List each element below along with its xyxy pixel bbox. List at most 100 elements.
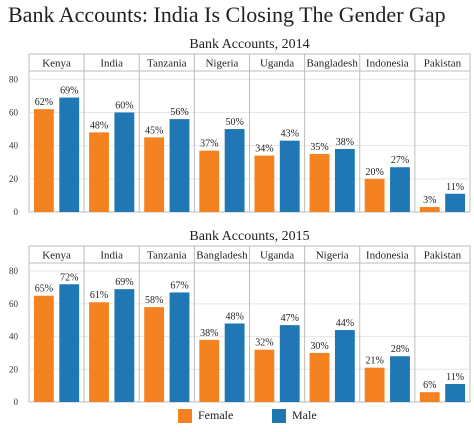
bar-male-1-7 (445, 193, 466, 212)
bar-male-1-1 (114, 112, 135, 212)
chart-title: Bank Accounts: India Is Closing The Gend… (8, 2, 446, 27)
bar-female-2-7 (419, 392, 440, 402)
legend-label-male: Male (292, 408, 317, 422)
data-label-male-2-2: 67% (170, 280, 188, 291)
bar-male-2-1 (114, 289, 135, 402)
bar-male-2-5 (334, 330, 355, 402)
y-tick-label-2-60: 60 (9, 299, 19, 309)
bar-female-1-1 (89, 132, 109, 212)
y-tick-label-2-40: 40 (9, 332, 19, 342)
data-label-male-2-5: 44% (336, 318, 354, 329)
category-label-2-7: Pakistan (424, 250, 462, 262)
bar-female-2-6 (364, 367, 385, 402)
bar-male-1-4 (279, 140, 300, 212)
legend-item-male: Male (272, 408, 317, 423)
data-label-male-1-2: 56% (170, 107, 188, 118)
data-label-male-2-4: 47% (281, 313, 299, 324)
bar-female-1-0 (33, 109, 54, 212)
data-label-female-1-0: 62% (35, 97, 53, 108)
data-label-male-2-6: 28% (391, 344, 409, 355)
bar-female-1-3 (199, 150, 220, 212)
category-label-2-5: Nigeria (316, 250, 349, 262)
data-label-male-1-1: 60% (115, 100, 133, 111)
bar-male-2-4 (279, 325, 300, 402)
data-label-male-2-1: 69% (115, 277, 133, 288)
bar-female-2-0 (33, 295, 54, 402)
data-label-female-2-6: 21% (365, 356, 383, 367)
legend: Female Male (0, 406, 474, 428)
data-label-male-1-6: 27% (391, 155, 409, 166)
category-label-1-1: India (100, 58, 123, 70)
bar-female-2-3 (199, 339, 220, 402)
category-label-2-0: Kenya (42, 250, 71, 262)
data-label-male-1-3: 50% (225, 117, 243, 128)
category-label-2-3: Bangladesh (196, 250, 248, 262)
data-label-female-2-7: 6% (423, 380, 436, 391)
data-label-female-2-2: 58% (145, 295, 163, 306)
bar-male-1-5 (334, 148, 355, 212)
data-label-male-2-0: 72% (60, 272, 78, 283)
bar-male-2-7 (445, 384, 466, 402)
data-label-male-2-3: 48% (225, 312, 243, 323)
data-label-male-1-0: 69% (60, 86, 78, 97)
category-label-1-6: Indonesia (366, 58, 409, 70)
data-label-male-1-4: 43% (281, 129, 299, 140)
category-label-2-1: India (100, 250, 123, 262)
data-label-female-1-4: 34% (255, 144, 273, 155)
data-label-female-1-6: 20% (365, 167, 383, 178)
legend-swatch-female (178, 408, 192, 423)
bar-female-1-6 (364, 178, 385, 212)
bar-male-1-3 (224, 129, 245, 212)
data-label-female-1-1: 48% (90, 120, 108, 131)
category-label-1-2: Tanzania (147, 58, 187, 70)
bar-male-1-0 (59, 97, 80, 212)
legend-swatch-male (272, 408, 286, 423)
bar-male-2-0 (59, 284, 80, 402)
data-label-female-2-1: 61% (90, 290, 108, 301)
y-tick-label-2-0: 0 (14, 397, 19, 407)
data-label-female-2-0: 65% (35, 284, 53, 295)
data-label-female-2-4: 32% (255, 338, 273, 349)
bar-male-1-2 (169, 119, 190, 212)
bar-male-2-3 (224, 323, 245, 402)
bar-female-2-4 (254, 349, 275, 402)
data-label-male-1-5: 38% (336, 137, 354, 148)
category-label-2-4: Uganda (260, 250, 294, 262)
data-label-female-2-3: 38% (200, 328, 218, 339)
data-label-female-1-3: 37% (200, 139, 218, 150)
category-label-1-5: Bangladesh (307, 58, 359, 70)
bar-female-2-1 (89, 302, 109, 402)
y-tick-label-1-80: 80 (9, 74, 19, 84)
y-tick-label-1-0: 0 (14, 207, 19, 217)
legend-item-female: Female (178, 408, 233, 423)
bar-female-1-5 (309, 153, 330, 212)
y-tick-label-1-20: 20 (9, 174, 19, 184)
bar-male-1-6 (390, 167, 410, 212)
category-label-1-0: Kenya (42, 58, 71, 70)
category-label-1-7: Pakistan (424, 58, 462, 70)
y-tick-label-2-80: 80 (9, 266, 19, 276)
panel-title-2: Bank Accounts, 2015 (189, 229, 309, 244)
data-label-female-1-2: 45% (145, 125, 163, 136)
bar-male-2-2 (169, 292, 190, 402)
data-label-female-1-5: 35% (310, 142, 328, 153)
category-label-1-4: Uganda (260, 58, 294, 70)
data-label-male-2-7: 11% (446, 372, 464, 383)
bar-male-2-6 (390, 356, 410, 402)
bar-female-2-2 (144, 307, 165, 402)
y-tick-label-1-60: 60 (9, 107, 19, 117)
y-tick-label-2-20: 20 (9, 364, 19, 374)
panel-title-1: Bank Accounts, 2014 (189, 37, 309, 52)
category-label-2-2: Tanzania (147, 250, 187, 262)
y-tick-label-1-40: 40 (9, 141, 19, 151)
data-label-female-1-7: 3% (423, 195, 436, 206)
bar-female-2-5 (309, 352, 330, 402)
category-label-1-3: Nigeria (205, 58, 238, 70)
data-label-female-2-5: 30% (310, 341, 328, 352)
bar-female-1-2 (144, 137, 165, 212)
legend-label-female: Female (198, 408, 234, 422)
category-label-2-6: Indonesia (366, 250, 409, 262)
data-label-male-1-7: 11% (446, 182, 464, 193)
bar-female-1-4 (254, 155, 275, 212)
